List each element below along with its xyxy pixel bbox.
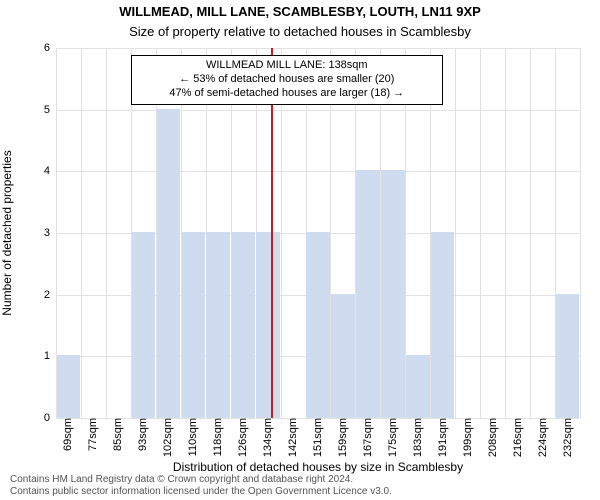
gridline-vertical: [530, 48, 531, 418]
chart-title: WILLMEAD, MILL LANE, SCAMBLESBY, LOUTH, …: [0, 4, 600, 19]
x-axis-label: Distribution of detached houses by size …: [56, 460, 580, 474]
chart-container: WILLMEAD, MILL LANE, SCAMBLESBY, LOUTH, …: [0, 0, 600, 500]
x-tick-label: 175sqm: [387, 418, 399, 457]
histogram-bar: [381, 170, 404, 418]
gridline-vertical: [505, 48, 506, 418]
histogram-bar: [206, 232, 229, 418]
y-tick-label: 0: [44, 412, 56, 424]
y-tick-label: 6: [44, 42, 56, 54]
y-tick-label: 5: [44, 104, 56, 116]
x-tick-label: 224sqm: [537, 418, 549, 457]
histogram-bar: [132, 232, 155, 418]
x-tick-label: 159sqm: [337, 418, 349, 457]
gridline-horizontal: [56, 171, 580, 172]
x-tick-label: 151sqm: [312, 418, 324, 457]
histogram-bar: [256, 232, 279, 418]
x-tick-label: 167sqm: [362, 418, 374, 457]
x-tick-label: 102sqm: [162, 418, 174, 457]
gridline-vertical: [455, 48, 456, 418]
chart-subtitle: Size of property relative to detached ho…: [0, 24, 600, 39]
gridline-horizontal: [56, 48, 580, 49]
gridline-vertical: [580, 48, 581, 418]
gridline-horizontal: [56, 110, 580, 111]
gridline-vertical: [106, 48, 107, 418]
annotation-line: 47% of semi-detached houses are larger (…: [138, 87, 436, 101]
x-tick-label: 142sqm: [287, 418, 299, 457]
annotation-line: ← 53% of detached houses are smaller (20…: [138, 73, 436, 87]
x-tick-label: 232sqm: [562, 418, 574, 457]
credit-line-2: Contains public sector information licen…: [10, 486, 392, 499]
y-tick-label: 2: [44, 289, 56, 301]
histogram-bar: [157, 109, 180, 418]
histogram-bar: [556, 294, 579, 418]
x-tick-label: 118sqm: [212, 418, 224, 456]
x-tick-label: 69sqm: [62, 418, 74, 451]
annotation-line: WILLMEAD MILL LANE: 138sqm: [138, 59, 436, 73]
x-tick-label: 134sqm: [262, 418, 274, 457]
x-tick-label: 85sqm: [112, 418, 124, 451]
x-tick-label: 126sqm: [237, 418, 249, 457]
y-tick-label: 3: [44, 227, 56, 239]
histogram-bar: [231, 232, 254, 418]
annotation-box: WILLMEAD MILL LANE: 138sqm← 53% of detac…: [131, 55, 443, 104]
y-tick-label: 1: [44, 350, 56, 362]
x-tick-label: 191sqm: [437, 418, 449, 457]
x-tick-label: 110sqm: [187, 418, 199, 456]
histogram-bar: [306, 232, 329, 418]
credit-line-1: Contains HM Land Registry data © Crown c…: [10, 474, 353, 487]
plot-area: 012345669sqm77sqm85sqm93sqm102sqm110sqm1…: [56, 48, 580, 418]
x-tick-label: 183sqm: [412, 418, 424, 457]
histogram-bar: [406, 355, 429, 418]
histogram-bar: [331, 294, 354, 418]
histogram-bar: [182, 232, 205, 418]
x-tick-label: 93sqm: [137, 418, 149, 451]
histogram-bar: [356, 170, 379, 418]
gridline-vertical: [480, 48, 481, 418]
y-axis-label: Number of detached properties: [0, 150, 14, 315]
x-tick-label: 216sqm: [512, 418, 524, 457]
histogram-bar: [431, 232, 454, 418]
x-tick-label: 208sqm: [487, 418, 499, 457]
x-tick-label: 199sqm: [462, 418, 474, 457]
histogram-bar: [57, 355, 80, 418]
y-tick-label: 4: [44, 165, 56, 177]
gridline-vertical: [81, 48, 82, 418]
x-tick-label: 77sqm: [87, 418, 99, 451]
